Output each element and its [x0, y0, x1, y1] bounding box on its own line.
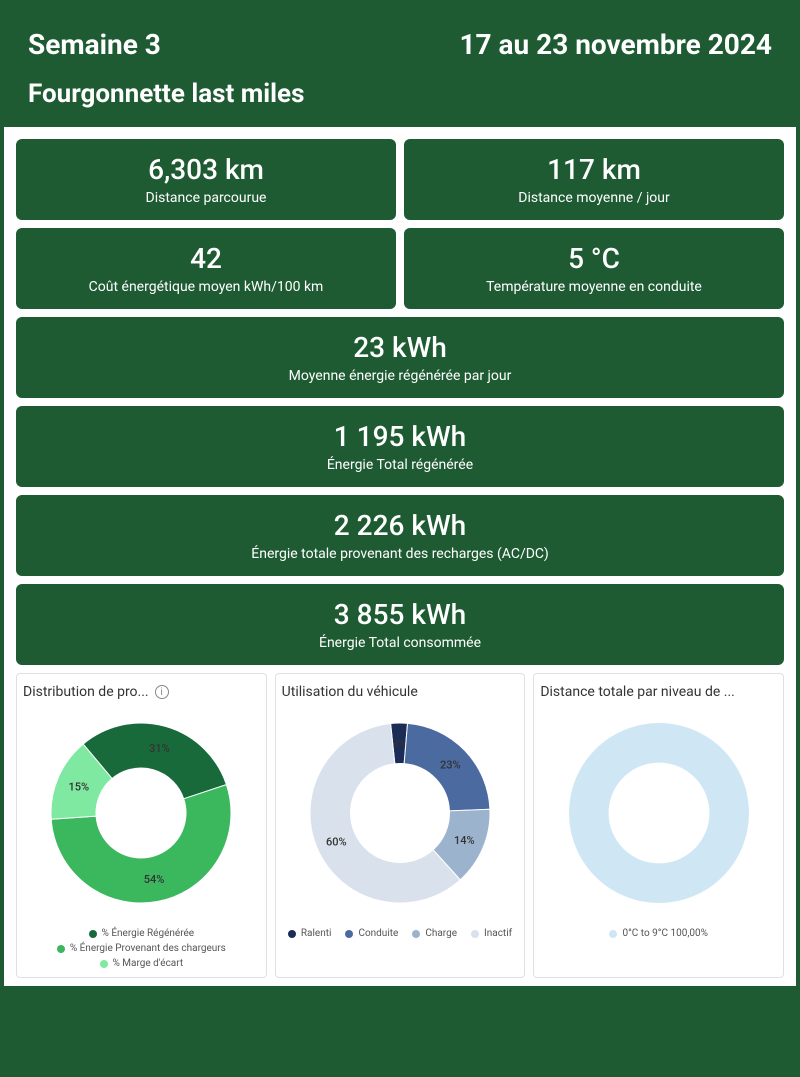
svg-text:54%: 54% — [144, 873, 165, 886]
chart-card-distribution: Distribution de pro... i 31% 54% 15% % Éne… — [16, 673, 267, 978]
legend-label: Conduite — [358, 928, 398, 939]
metric-label: Moyenne énergie régénérée par jour — [28, 368, 772, 384]
legend-item: % Marge d'écart — [100, 958, 184, 969]
legend-item: Conduite — [345, 928, 398, 939]
donut-chart-distribution: 31% 54% 15% — [36, 708, 246, 918]
chart-title: Utilisation du véhicule — [282, 684, 519, 700]
metric-value: 3 855 kWh — [28, 598, 772, 631]
metric-label: Énergie totale provenant des recharges (… — [28, 546, 772, 562]
metric-label: Énergie Total consommée — [28, 635, 772, 651]
week-label: Semaine 3 — [28, 28, 161, 61]
metric-value: 5 °C — [416, 242, 772, 275]
metric-label: Coût énergétique moyen kWh/100 km — [28, 279, 384, 295]
svg-text:60%: 60% — [326, 835, 347, 848]
legend-label: Ralenti — [301, 928, 332, 939]
chart-card-utilisation: Utilisation du véhicule 3% 23% 14% 60% Rale… — [275, 673, 526, 978]
svg-text:31%: 31% — [149, 742, 170, 755]
metric-card-charge-total: 2 226 kWh Énergie totale provenant des r… — [16, 495, 784, 576]
legend-item: % Énergie Régénérée — [89, 928, 195, 939]
legend-label: % Marge d'écart — [113, 958, 184, 969]
metric-label: Énergie Total régénérée — [28, 457, 772, 473]
legend-dot — [345, 930, 353, 938]
metric-label: Distance moyenne / jour — [416, 190, 772, 206]
metric-card-avg-temp: 5 °C Température moyenne en conduite — [404, 228, 784, 309]
chart-title-text: Utilisation du véhicule — [282, 684, 418, 700]
metric-card-distance-avg-day: 117 km Distance moyenne / jour — [404, 139, 784, 220]
metric-card-energy-cost: 42 Coût énergétique moyen kWh/100 km — [16, 228, 396, 309]
page-subtitle: Fourgonnette last miles — [0, 69, 800, 127]
chart-legend: 0°C to 9°C 100,00% — [540, 928, 777, 939]
chart-title-text: Distribution de pro... — [23, 684, 149, 700]
legend-item: % Énergie Provenant des chargeurs — [57, 943, 226, 954]
metric-card-regen-avg-day: 23 kWh Moyenne énergie régénérée par jou… — [16, 317, 784, 398]
legend-dot — [57, 945, 65, 953]
metric-value: 42 — [28, 242, 384, 275]
legend-label: % Énergie Provenant des chargeurs — [70, 943, 226, 954]
metric-value: 117 km — [416, 153, 772, 186]
metric-card-distance-total: 6,303 km Distance parcourue — [16, 139, 396, 220]
metric-value: 23 kWh — [28, 331, 772, 364]
info-icon[interactable]: i — [155, 685, 169, 699]
chart-legend: % Énergie Régénérée % Énergie Provenant d… — [23, 928, 260, 969]
metric-card-consumed-total: 3 855 kWh Énergie Total consommée — [16, 584, 784, 665]
svg-text:15%: 15% — [69, 781, 90, 794]
donut-chart-distance-temp — [554, 708, 764, 918]
date-range: 17 au 23 novembre 2024 — [459, 28, 772, 61]
legend-item: Ralenti — [288, 928, 332, 939]
content-area: 6,303 km Distance parcourue 117 km Dista… — [4, 127, 796, 986]
legend-item: Inactif — [471, 928, 512, 939]
metric-card-regen-total: 1 195 kWh Énergie Total régénérée — [16, 406, 784, 487]
legend-label: Inactif — [484, 928, 512, 939]
metric-value: 6,303 km — [28, 153, 384, 186]
legend-dot — [288, 930, 296, 938]
chart-title: Distribution de pro... i — [23, 684, 260, 700]
legend-dot — [89, 930, 97, 938]
metric-label: Température moyenne en conduite — [416, 279, 772, 295]
donut-wrap — [540, 708, 777, 918]
legend-dot — [100, 960, 108, 968]
legend-item: Charge — [412, 928, 457, 939]
chart-legend: Ralenti Conduite Charge Inactif — [282, 928, 519, 939]
legend-item: 0°C to 9°C 100,00% — [609, 928, 707, 939]
legend-dot — [412, 930, 420, 938]
donut-wrap: 31% 54% 15% — [23, 708, 260, 918]
legend-label: % Énergie Régénérée — [102, 928, 195, 939]
chart-title-text: Distance totale par niveau de ... — [540, 684, 735, 700]
legend-dot — [609, 930, 617, 938]
charts-row: Distribution de pro... i 31% 54% 15% % Éne… — [16, 673, 784, 978]
legend-dot — [471, 930, 479, 938]
donut-chart-utilisation: 3% 23% 14% 60% — [295, 708, 505, 918]
legend-label: Charge — [425, 928, 457, 939]
metric-value: 1 195 kWh — [28, 420, 772, 453]
legend-label: 0°C to 9°C 100,00% — [622, 928, 707, 939]
svg-text:23%: 23% — [440, 759, 461, 772]
page-header: Semaine 3 17 au 23 novembre 2024 — [0, 0, 800, 69]
chart-title: Distance totale par niveau de ... — [540, 684, 777, 700]
metric-label: Distance parcourue — [28, 190, 384, 206]
chart-card-distance-temp: Distance totale par niveau de ... 0°C to… — [533, 673, 784, 978]
svg-text:14%: 14% — [454, 834, 475, 847]
donut-wrap: 3% 23% 14% 60% — [282, 708, 519, 918]
metric-value: 2 226 kWh — [28, 509, 772, 542]
svg-text:3%: 3% — [392, 737, 406, 750]
